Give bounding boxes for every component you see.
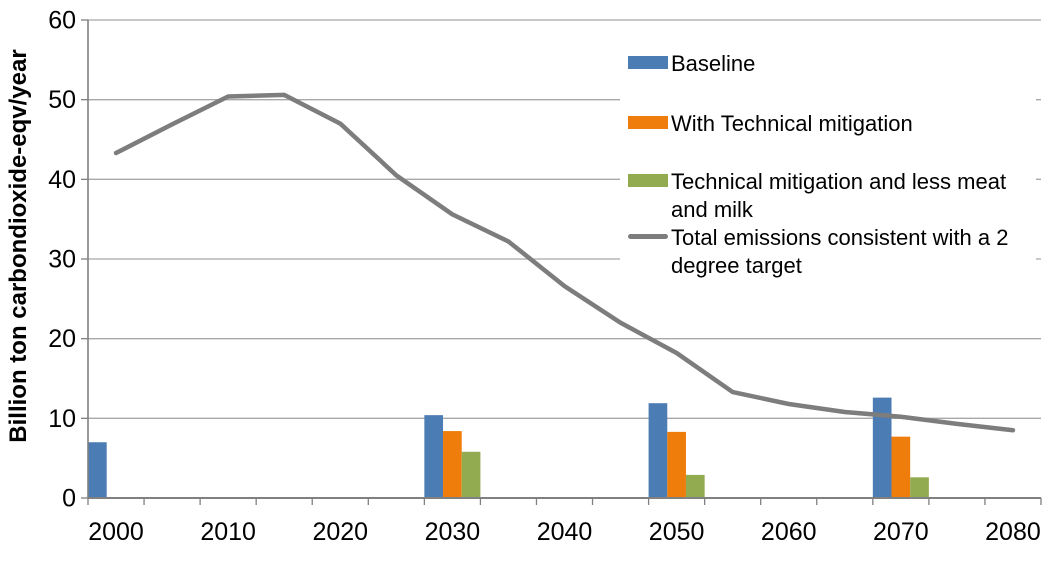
y-tick-label: 40 <box>48 166 76 194</box>
legend-item-technical-mitigation: With Technical mitigation <box>628 110 1033 138</box>
bar-technical-2030 <box>461 451 481 498</box>
x-tick-label: 2010 <box>200 518 256 546</box>
x-tick-label: 2050 <box>649 518 705 546</box>
bar-baseline-2000 <box>88 442 107 498</box>
bar-with-2070 <box>891 436 911 498</box>
bar-baseline-2030 <box>424 415 444 498</box>
bar-technical-2070 <box>910 477 929 498</box>
x-tick-label: 2000 <box>88 518 144 546</box>
emissions-target-line <box>113 92 1016 433</box>
y-tick-label: 20 <box>48 325 76 353</box>
x-axis-labels: 2000 2010 2020 2030 2040 2050 2060 2070 2080 <box>88 518 1041 546</box>
y-axis-title: Billion ton carbondioxide-eqv/year <box>5 49 32 443</box>
legend-item-less-meat-milk: Technical mitigation and less meat and m… <box>628 168 1033 224</box>
x-tick-label: 2020 <box>312 518 368 546</box>
legend-label-two-degree-target: Total emissions consistent with a 2 degr… <box>671 225 1009 278</box>
x-tick-label: 2070 <box>873 518 929 546</box>
axes <box>81 19 1042 505</box>
y-axis-labels: 0 10 20 30 40 50 60 <box>48 7 76 513</box>
legend-item-two-degree-target: Total emissions consistent with a 2 degr… <box>628 224 1033 280</box>
x-tick-label: 2040 <box>537 518 593 546</box>
x-tick-label: 2080 <box>985 518 1041 546</box>
legend-item-baseline: Baseline <box>628 50 1033 78</box>
legend-label-baseline: Baseline <box>671 51 756 76</box>
legend-swatch-baseline-icon <box>628 56 668 69</box>
legend: Baseline With Technical mitigation Techn… <box>620 42 1036 288</box>
legend-swatch-technical-mitigation-icon <box>628 116 668 129</box>
legend-label-technical-mitigation: With Technical mitigation <box>671 111 913 136</box>
legend-label-less-meat-milk: Technical mitigation and less meat and m… <box>671 169 1007 222</box>
legend-line-swatch-icon <box>628 234 668 239</box>
bar-baseline-2050 <box>648 403 668 498</box>
bar-with-2030 <box>443 431 462 498</box>
y-tick-label: 50 <box>48 86 76 114</box>
bar-with-2050 <box>667 431 686 498</box>
y-tick-label: 0 <box>62 485 76 513</box>
y-tick-label: 10 <box>48 405 76 433</box>
x-tick-label: 2060 <box>761 518 817 546</box>
y-tick-label: 30 <box>48 246 76 274</box>
bar-baseline-2070 <box>872 397 892 498</box>
bar-technical-2050 <box>685 474 705 498</box>
y-tick-label: 60 <box>48 7 76 35</box>
legend-swatch-less-meat-milk-icon <box>628 174 668 187</box>
x-tick-label: 2030 <box>425 518 481 546</box>
bars-group <box>88 397 929 498</box>
